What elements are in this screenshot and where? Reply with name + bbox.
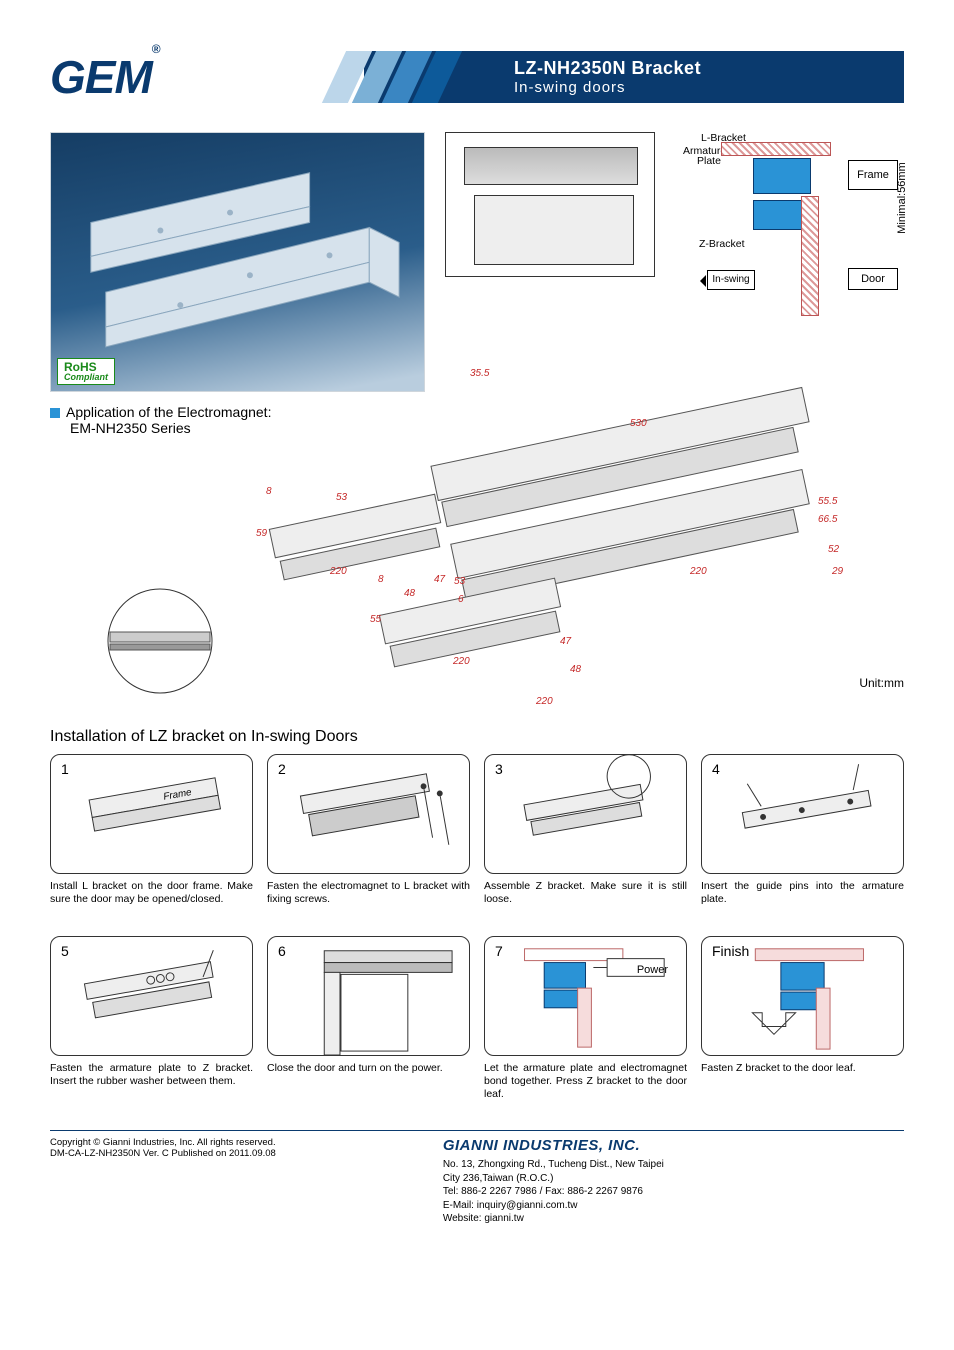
copyright: Copyright © Gianni Industries, Inc. All … — [50, 1137, 443, 1148]
title-text: LZ-NH2350N Bracket In-swing doors — [514, 58, 701, 96]
logo: GEM® — [50, 50, 160, 104]
label-frame: Frame — [848, 160, 898, 190]
install-steps-grid: 1 Frame Install L bracket on the door fr… — [50, 754, 904, 1104]
step-caption: Insert the guide pins into the armature … — [701, 880, 904, 922]
step-caption: Fasten the electromagnet to L bracket wi… — [267, 880, 470, 922]
addr-line: Website: gianni.tw — [443, 1212, 904, 1226]
addr-line: City 236,Taiwan (R.O.C.) — [443, 1172, 904, 1186]
product-photo: RoHS Compliant — [50, 132, 425, 392]
step-caption: Assemble Z bracket. Make sure it is stil… — [484, 880, 687, 922]
dim: 220 — [690, 566, 707, 577]
dim: 48 — [570, 664, 581, 675]
title-line-2: In-swing doors — [514, 79, 701, 96]
mini-render — [445, 132, 655, 277]
footer: Copyright © Gianni Industries, Inc. All … — [50, 1137, 904, 1226]
step-caption: Fasten the armature plate to Z bracket. … — [50, 1062, 253, 1104]
step-4-box: 4 — [701, 754, 904, 874]
l-bracket-block — [753, 158, 811, 194]
title-banner: LZ-NH2350N Bracket In-swing doors — [364, 51, 904, 103]
dim: 66.5 — [818, 514, 837, 525]
dim: 35.5 — [470, 368, 489, 379]
banner-slashes — [334, 51, 454, 103]
dim: 6 — [458, 594, 464, 605]
power-label: Power — [637, 964, 668, 976]
footer-rule — [50, 1130, 904, 1131]
dim: 53 — [336, 492, 347, 503]
step-5-box: 5 — [50, 936, 253, 1056]
dim: 220 — [453, 656, 470, 667]
dim: 48 — [404, 588, 415, 599]
section-title: Installation of LZ bracket on In-swing D… — [50, 728, 904, 746]
logo-text: GEM — [50, 51, 152, 103]
step-number: 7 — [495, 943, 503, 959]
step-7-box: 7 Power — [484, 936, 687, 1056]
dim: 55 — [370, 614, 381, 625]
in-swing-arrow: In-swing — [707, 270, 755, 290]
step-number: 4 — [712, 761, 720, 777]
dim: 55.5 — [818, 496, 837, 507]
dim: 530 — [630, 418, 647, 429]
mini-plate — [464, 147, 638, 185]
step-2-box: 2 — [267, 754, 470, 874]
step-number: 5 — [61, 943, 69, 959]
dim: 220 — [330, 566, 347, 577]
title-line-1: LZ-NH2350N Bracket — [514, 58, 701, 79]
step-number: 6 — [278, 943, 286, 959]
addr-line: E-Mail: inquiry@gianni.com.tw — [443, 1199, 904, 1213]
step-number: 1 — [61, 761, 69, 777]
label-door: Door — [848, 268, 898, 290]
mini-panel — [474, 195, 634, 265]
step-number: Finish — [712, 943, 749, 959]
label-z-bracket: Z-Bracket — [699, 238, 745, 250]
detail-circle — [80, 586, 240, 716]
company-name: GIANNI INDUSTRIES, INC. — [443, 1137, 904, 1154]
dim: 47 — [434, 574, 445, 585]
step-finish-box: Finish — [701, 936, 904, 1056]
dim: 8 — [378, 574, 384, 585]
dim: 220 — [536, 696, 553, 707]
step-number: 2 — [278, 761, 286, 777]
unit-label: Unit:mm — [859, 676, 904, 690]
dim: 8 — [266, 486, 272, 497]
logo-reg: ® — [152, 42, 160, 56]
addr-line: Tel: 886-2 2267 7986 / Fax: 886-2 2267 9… — [443, 1185, 904, 1199]
step-caption: Install L bracket on the door frame. Mak… — [50, 880, 253, 922]
door-hatch — [801, 196, 819, 316]
step-caption: Close the door and turn on the power. — [267, 1062, 470, 1104]
label-armature-plate-2: Plate — [697, 156, 721, 167]
step-1-box: 1 Frame — [50, 754, 253, 874]
dim: 52 — [828, 544, 839, 555]
dimensional-diagram: 35.5 530 55.5 66.5 52 29 8 53 59 220 47 … — [50, 356, 904, 716]
dim: 29 — [832, 566, 843, 577]
step-number: 3 — [495, 761, 503, 777]
addr-line: No. 13, Zhongxing Rd., Tucheng Dist., Ne… — [443, 1158, 904, 1172]
section-schematic: L-Bracket Armature Plate Frame Z-Bracket… — [673, 132, 898, 312]
dim: 59 — [256, 528, 267, 539]
step-6-box: 6 — [267, 936, 470, 1056]
doc-id: DM-CA-LZ-NH2350N Ver. C Published on 201… — [50, 1148, 443, 1159]
label-minimal: Minimal:56mm — [896, 162, 908, 234]
frame-hatch — [721, 142, 831, 156]
step-caption: Let the armature plate and electromagnet… — [484, 1062, 687, 1104]
step-caption: Fasten Z bracket to the door leaf. — [701, 1062, 904, 1104]
product-illustration — [51, 133, 424, 392]
dim: 47 — [560, 636, 571, 647]
step-3-box: 3 — [484, 754, 687, 874]
dim: 53 — [454, 576, 465, 587]
